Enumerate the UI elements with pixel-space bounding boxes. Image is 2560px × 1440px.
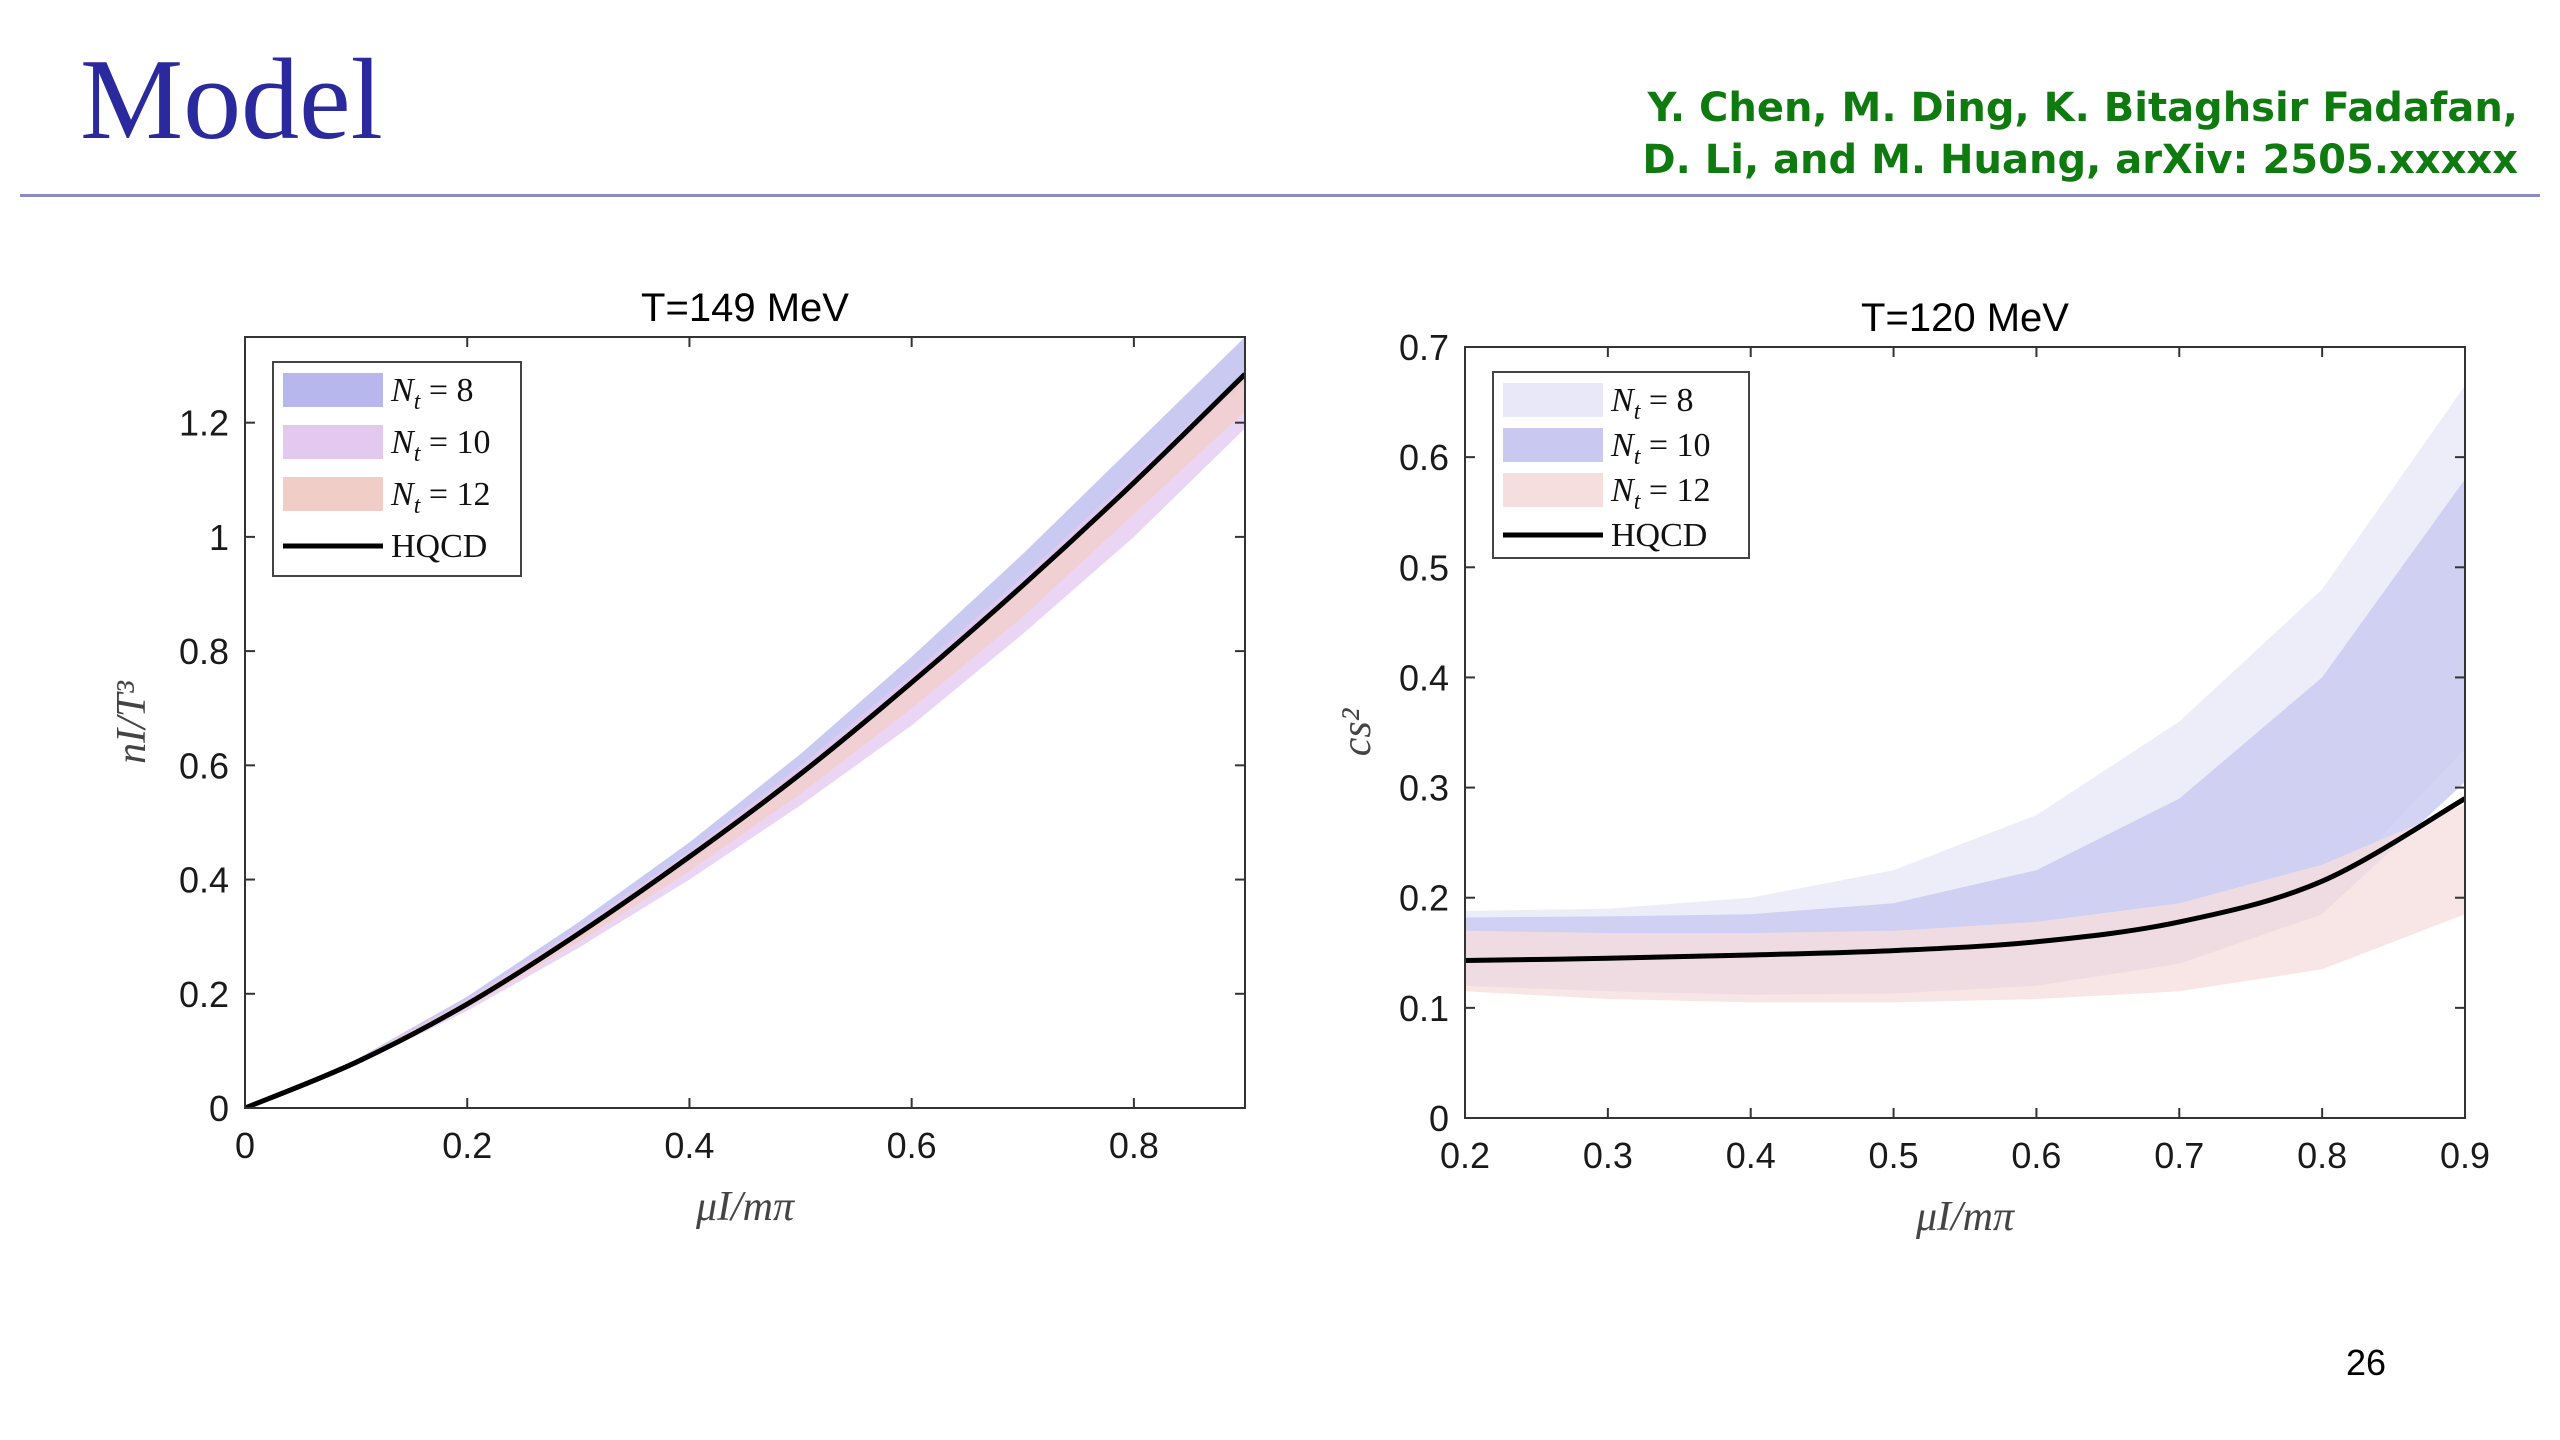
axes-frame <box>1464 346 2466 1119</box>
y-tick-label: 0.7 <box>1399 327 1449 368</box>
band-nt-12 <box>1465 804 2465 1003</box>
series-line-hqcd <box>1465 796 2465 963</box>
y-tick-label: 0.2 <box>179 974 229 1015</box>
y-tick-label: 0 <box>1429 1098 1449 1139</box>
legend-label: HQCD <box>391 528 487 565</box>
y-tick-label: 0.2 <box>1399 878 1449 919</box>
legend-label: Nt = 8 <box>1610 382 1694 425</box>
page-number: 26 <box>2346 1342 2387 1383</box>
band-nt-10 <box>1465 479 2465 995</box>
y-tick-label: 0.3 <box>1399 768 1449 809</box>
legend-swatch <box>1503 473 1603 507</box>
legend-swatch <box>283 425 383 459</box>
y-tick-label: 1 <box>209 517 229 558</box>
x-tick-label: 0.6 <box>2011 1135 2061 1176</box>
legend-swatch <box>283 477 383 511</box>
legend-label: Nt = 12 <box>390 476 491 519</box>
x-tick-label: 0.3 <box>1583 1135 1633 1176</box>
y-tick-label: 0.6 <box>1399 437 1449 478</box>
title-divider <box>20 194 2540 197</box>
citation-line-2: D. Li, and M. Huang, arXiv: 2505.xxxxx <box>1642 137 2518 183</box>
y-tick-label: 1.2 <box>179 403 229 444</box>
legend-label: Nt = 8 <box>390 372 474 415</box>
y-tick-label: 0.1 <box>1399 988 1449 1029</box>
series-line-hqcd <box>245 372 1245 1108</box>
x-tick-label: 0.8 <box>2297 1135 2347 1176</box>
y-axis-label: cs² <box>1334 707 1380 756</box>
legend-swatch <box>1503 428 1603 462</box>
y-tick-label: 0.6 <box>179 745 229 786</box>
citation: Y. Chen, M. Ding, K. Bitaghsir Fadafan, … <box>1642 82 2518 186</box>
y-axis-label: nI/T³ <box>109 680 155 764</box>
x-tick-label: 0.2 <box>1440 1135 1490 1176</box>
x-tick-label: 0.8 <box>1109 1125 1159 1166</box>
y-tick-label: 0.5 <box>1399 547 1449 588</box>
legend-label: Nt = 10 <box>1610 427 1711 470</box>
x-axis-label: μI/mπ <box>695 1184 795 1230</box>
x-tick-label: 0.6 <box>887 1125 937 1166</box>
legend-label: Nt = 12 <box>1610 472 1711 515</box>
x-tick-label: 0.4 <box>1726 1135 1776 1176</box>
legend-swatch <box>283 373 383 407</box>
chart-title: T=120 MeV <box>1861 296 2069 340</box>
legend-swatch <box>1503 383 1603 417</box>
x-tick-label: 0.4 <box>664 1125 714 1166</box>
slide-title: Model <box>80 36 383 164</box>
x-tick-label: 0.7 <box>2154 1135 2204 1176</box>
legend-label: Nt = 10 <box>390 424 491 467</box>
y-tick-label: 0.8 <box>179 631 229 672</box>
x-tick-label: 0 <box>235 1125 255 1166</box>
y-tick-label: 0.4 <box>1399 657 1449 698</box>
x-tick-label: 0.2 <box>442 1125 492 1166</box>
legend-label: HQCD <box>1611 517 1707 554</box>
citation-line-1: Y. Chen, M. Ding, K. Bitaghsir Fadafan, <box>1647 85 2518 131</box>
x-axis-label: μI/mπ <box>1915 1194 2015 1240</box>
y-tick-label: 0 <box>209 1088 229 1129</box>
y-tick-label: 0.4 <box>179 860 229 901</box>
axes-frame <box>244 336 1246 1109</box>
x-tick-label: 0.9 <box>2440 1135 2490 1176</box>
chart-title: T=149 MeV <box>641 286 849 330</box>
x-tick-label: 0.5 <box>1869 1135 1919 1176</box>
